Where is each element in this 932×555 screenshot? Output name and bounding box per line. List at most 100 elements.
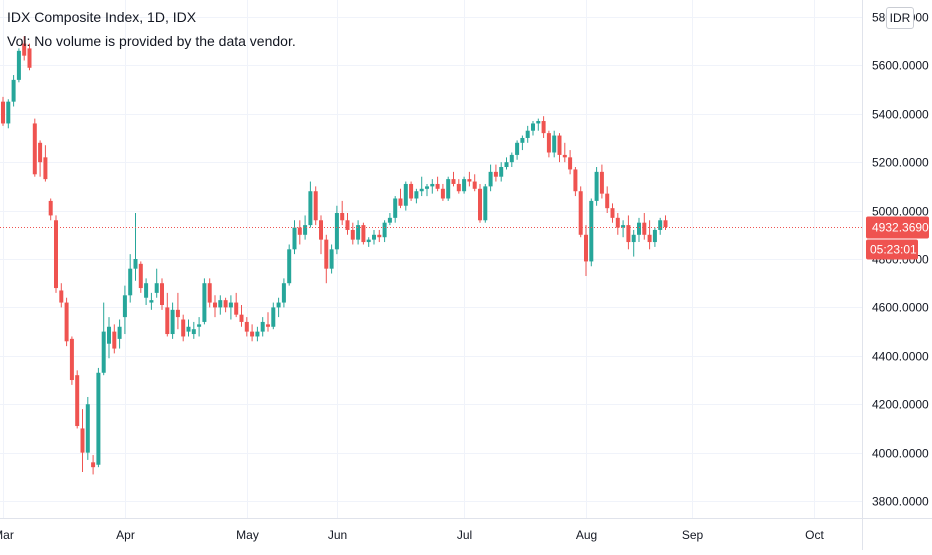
- candle-body: [594, 171, 599, 201]
- candle: [1, 96, 5, 126]
- time-tick-label: Mar: [0, 528, 14, 542]
- candle-body: [462, 179, 467, 192]
- candle-body: [621, 225, 626, 228]
- candle-body: [573, 169, 578, 192]
- candles: [1, 36, 668, 475]
- candle-body: [133, 259, 138, 269]
- candle: [218, 295, 223, 315]
- candle: [372, 229, 376, 245]
- candle-body: [297, 227, 302, 235]
- candle: [658, 217, 663, 235]
- candle: [38, 140, 43, 177]
- candle: [531, 121, 535, 136]
- candle: [615, 213, 620, 235]
- candle-body: [451, 179, 456, 184]
- candle-body: [96, 372, 101, 465]
- candle: [419, 176, 424, 197]
- candle: [366, 237, 371, 247]
- candle-body: [525, 130, 530, 138]
- candle: [663, 215, 668, 230]
- price-tick-label: 5200.0000: [872, 156, 929, 170]
- candle-body: [647, 234, 652, 243]
- candle-body: [170, 309, 175, 335]
- time-axis[interactable]: Mar Apr May Jun Jul Aug Sep Oct: [0, 528, 824, 542]
- candle: [133, 213, 138, 281]
- candle-body: [59, 290, 64, 303]
- candle-body: [154, 283, 159, 293]
- candle-body: [165, 307, 170, 335]
- candle-body: [260, 321, 265, 332]
- candle: [536, 118, 541, 131]
- candle-body: [599, 171, 604, 194]
- candle: [255, 326, 260, 342]
- candle: [287, 244, 292, 286]
- candle-body: [308, 191, 313, 226]
- candle-body: [213, 302, 217, 308]
- candle-body: [488, 171, 493, 187]
- candle-body: [234, 302, 239, 315]
- candle-body: [340, 213, 345, 221]
- candle-body: [372, 234, 376, 240]
- volume-note: Vol: No volume is provided by the data v…: [7, 33, 296, 49]
- candle: [387, 213, 392, 226]
- candle-body: [483, 186, 488, 221]
- candle: [69, 336, 74, 385]
- candle-body: [430, 183, 435, 187]
- candle: [631, 229, 636, 257]
- candle-body: [403, 183, 408, 206]
- candle: [223, 297, 228, 313]
- candle-body: [69, 338, 74, 381]
- candle-body: [138, 263, 143, 289]
- candle: [59, 283, 64, 308]
- candle-body: [350, 229, 355, 240]
- price-axis[interactable]: 3800.0000 4000.0000 4200.0000 4400.0000 4600…: [872, 11, 929, 509]
- price-tick-label: 4000.0000: [872, 447, 929, 461]
- candle: [356, 220, 361, 245]
- candle-body: [244, 321, 249, 332]
- candle: [266, 312, 270, 332]
- candle: [462, 176, 467, 194]
- candle: [525, 125, 530, 143]
- candle: [308, 181, 313, 228]
- candle: [546, 130, 551, 158]
- candle: [112, 324, 117, 354]
- currency-button[interactable]: IDR: [886, 7, 914, 29]
- candle-body: [128, 268, 133, 296]
- candle-body: [552, 135, 557, 153]
- candle: [642, 213, 647, 240]
- candle-body: [266, 324, 270, 327]
- candle-body: [499, 167, 504, 177]
- candle-body: [255, 331, 260, 337]
- candle-body: [292, 227, 297, 250]
- candle-body: [435, 183, 440, 189]
- candle: [456, 179, 461, 194]
- candle: [562, 142, 567, 163]
- candle-body: [637, 222, 641, 235]
- candle: [191, 321, 196, 339]
- candle: [117, 319, 122, 349]
- candle-body: [456, 183, 461, 192]
- candle-body: [228, 302, 233, 308]
- candle-body: [287, 249, 292, 284]
- candle-body: [276, 302, 281, 308]
- candle-body: [615, 217, 620, 228]
- candle-body: [536, 121, 541, 124]
- candle: [292, 220, 297, 255]
- candle: [552, 130, 557, 158]
- price-tick-label: 5600.0000: [872, 59, 929, 73]
- candle: [334, 205, 339, 255]
- candle: [186, 319, 191, 337]
- last-price-value: 4932.3690: [872, 221, 929, 235]
- candle-body: [101, 331, 106, 373]
- candle-body: [112, 331, 117, 349]
- candle-body: [515, 142, 520, 155]
- candle: [398, 188, 403, 209]
- candle: [16, 48, 21, 83]
- candle-body: [382, 222, 387, 238]
- candle: [197, 317, 202, 337]
- candle-body: [54, 220, 58, 289]
- candle: [472, 174, 477, 192]
